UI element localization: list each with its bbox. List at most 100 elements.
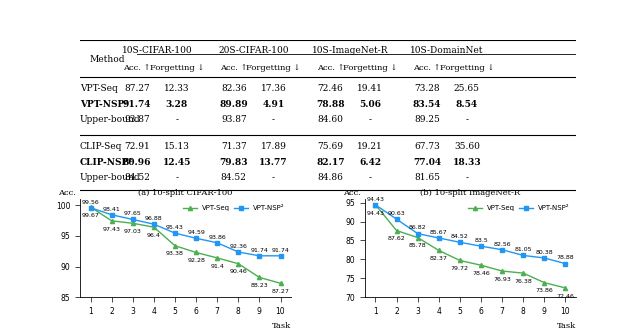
Text: 73.28: 73.28 — [414, 85, 440, 94]
Text: 97.03: 97.03 — [124, 229, 141, 234]
Text: 8.54: 8.54 — [456, 100, 478, 109]
Text: Forgetting ↓: Forgetting ↓ — [150, 63, 204, 71]
Text: 18.33: 18.33 — [452, 158, 481, 167]
Text: 79.72: 79.72 — [451, 266, 469, 271]
VPT-Seq — [499, 269, 506, 273]
Text: 84.52: 84.52 — [124, 173, 150, 182]
Text: 76.93: 76.93 — [493, 277, 511, 282]
Line: VPT-Seq: VPT-Seq — [88, 205, 283, 285]
Text: 90.46: 90.46 — [229, 270, 247, 275]
Text: -: - — [369, 115, 372, 124]
Text: 81.65: 81.65 — [414, 173, 440, 182]
Text: 82.36: 82.36 — [221, 85, 246, 94]
VPT-NSP² — [213, 241, 221, 245]
Text: 82.56: 82.56 — [493, 241, 511, 246]
Text: 84.86: 84.86 — [317, 173, 344, 182]
Text: -: - — [175, 115, 178, 124]
VPT-NSP² — [255, 254, 263, 258]
Text: CLIP-Seq: CLIP-Seq — [80, 142, 122, 151]
VPT-Seq — [541, 281, 548, 285]
Text: 92.28: 92.28 — [187, 258, 205, 263]
Text: Method: Method — [90, 55, 125, 64]
Text: 92.36: 92.36 — [229, 244, 247, 249]
Text: 93.87: 93.87 — [124, 115, 150, 124]
Text: 73.86: 73.86 — [536, 288, 553, 293]
VPT-Seq — [520, 271, 527, 275]
Text: 72.91: 72.91 — [124, 142, 150, 151]
VPT-Seq — [276, 281, 284, 285]
Text: 25.65: 25.65 — [454, 85, 480, 94]
Text: 10S-CIFAR-100: 10S-CIFAR-100 — [122, 46, 192, 55]
VPT-NSP² — [456, 240, 464, 244]
Text: 89.89: 89.89 — [220, 100, 248, 109]
Text: 17.89: 17.89 — [260, 142, 286, 151]
VPT-NSP² — [435, 236, 443, 240]
Legend: VPT-Seq, VPT-NSP²: VPT-Seq, VPT-NSP² — [465, 202, 573, 214]
Text: 10S-DomainNet: 10S-DomainNet — [410, 46, 484, 55]
VPT-NSP² — [171, 231, 179, 235]
Text: 78.88: 78.88 — [557, 256, 574, 261]
Text: -: - — [465, 115, 468, 124]
Text: 12.33: 12.33 — [164, 85, 189, 94]
VPT-Seq — [234, 262, 242, 266]
Text: 19.41: 19.41 — [357, 85, 383, 94]
Text: Acc. ↑: Acc. ↑ — [124, 63, 151, 71]
Text: -: - — [175, 173, 178, 182]
VPT-NSP² — [192, 236, 200, 240]
Text: CLIP-NSP²: CLIP-NSP² — [80, 158, 133, 167]
Text: 13.77: 13.77 — [259, 158, 288, 167]
Text: 72.46: 72.46 — [317, 85, 343, 94]
Text: 84.52: 84.52 — [451, 234, 468, 239]
VPT-NSP² — [150, 222, 157, 226]
Text: Upper-bound: Upper-bound — [80, 115, 141, 124]
VPT-Seq — [108, 219, 115, 223]
Text: 84.60: 84.60 — [317, 115, 344, 124]
Text: 94.43: 94.43 — [367, 197, 385, 202]
Text: 87.62: 87.62 — [388, 236, 406, 241]
Text: Forgetting ↓: Forgetting ↓ — [440, 63, 494, 71]
Text: 80.96: 80.96 — [123, 158, 151, 167]
Text: 91.74: 91.74 — [250, 247, 268, 253]
VPT-NSP² — [372, 203, 380, 207]
Y-axis label: Acc.: Acc. — [343, 189, 361, 197]
Text: 97.43: 97.43 — [102, 226, 121, 231]
Text: 94.43: 94.43 — [367, 210, 385, 215]
Text: 17.36: 17.36 — [260, 85, 286, 94]
Text: VPT-Seq: VPT-Seq — [80, 85, 118, 94]
X-axis label: Task: Task — [557, 322, 576, 330]
Text: Upper-bound: Upper-bound — [80, 173, 141, 182]
Text: 98.41: 98.41 — [103, 207, 120, 212]
Text: 85.78: 85.78 — [409, 243, 426, 248]
VPT-Seq — [192, 250, 200, 255]
VPT-NSP² — [562, 262, 570, 266]
Line: VPT-NSP²: VPT-NSP² — [88, 206, 283, 258]
Text: 83.5: 83.5 — [474, 238, 488, 243]
VPT-Seq — [562, 286, 570, 290]
VPT-NSP² — [234, 250, 242, 254]
Title: (b) 10-split ImageNet-R: (b) 10-split ImageNet-R — [420, 189, 520, 197]
Text: -: - — [272, 115, 275, 124]
Text: 75.69: 75.69 — [317, 142, 344, 151]
Text: 90.63: 90.63 — [388, 211, 406, 216]
VPT-Seq — [372, 203, 380, 207]
Text: 71.37: 71.37 — [221, 142, 246, 151]
Text: Acc. ↑: Acc. ↑ — [413, 63, 441, 71]
Text: 96.4: 96.4 — [147, 233, 161, 238]
Text: 72.46: 72.46 — [557, 294, 574, 299]
Text: 93.86: 93.86 — [208, 234, 226, 239]
Text: 67.73: 67.73 — [414, 142, 440, 151]
Text: 4.91: 4.91 — [262, 100, 285, 109]
Text: 20S-CIFAR-100: 20S-CIFAR-100 — [218, 46, 289, 55]
Text: 95.43: 95.43 — [166, 225, 184, 230]
Text: 94.59: 94.59 — [187, 230, 205, 235]
Text: 80.38: 80.38 — [536, 250, 553, 255]
Text: 87.27: 87.27 — [271, 289, 289, 294]
Text: -: - — [369, 173, 372, 182]
Text: 5.06: 5.06 — [359, 100, 381, 109]
VPT-NSP² — [393, 217, 401, 221]
Text: -: - — [465, 173, 468, 182]
VPT-Seq — [171, 244, 179, 248]
Line: VPT-NSP²: VPT-NSP² — [373, 203, 568, 266]
Text: 10S-ImageNet-R: 10S-ImageNet-R — [312, 46, 388, 55]
Text: 15.13: 15.13 — [164, 142, 189, 151]
